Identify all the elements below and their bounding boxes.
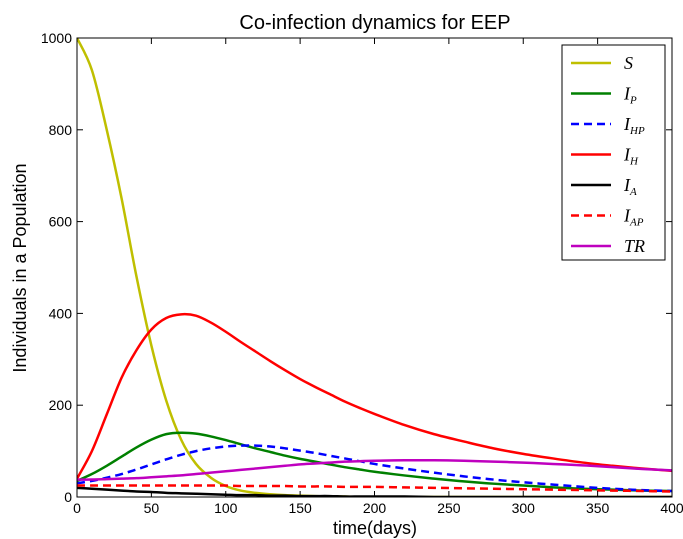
x-tick-label: 0: [73, 500, 81, 516]
x-axis-title: time(days): [333, 518, 417, 538]
x-tick-label: 350: [586, 500, 610, 516]
y-tick-label: 0: [64, 489, 72, 505]
y-tick-label: 600: [49, 214, 73, 230]
legend-box: [561, 44, 666, 261]
chart-title: Co-infection dynamics for EEP: [239, 12, 510, 34]
y-tick-label: 400: [49, 305, 73, 321]
x-tick-label: 400: [660, 500, 683, 516]
x-tick-label: 50: [144, 500, 160, 516]
x-tick-label: 200: [363, 500, 387, 516]
series-line-i-h: [77, 312, 672, 480]
x-tick-label: 100: [214, 500, 238, 516]
y-tick-label: 1000: [41, 30, 72, 46]
series-line-i-p: [77, 431, 672, 493]
y-tick-label: 200: [49, 397, 73, 413]
series-line-i-ap: [77, 484, 672, 493]
x-tick-label: 300: [512, 500, 536, 516]
legend-label: IHP: [623, 114, 645, 137]
series-line-tr: [77, 458, 672, 481]
series-line-i-hp: [77, 444, 672, 493]
x-tick-label: 250: [437, 500, 461, 516]
x-tick-label: 150: [288, 500, 312, 516]
legend-label: TR: [624, 236, 645, 256]
legend-label: IA: [623, 175, 637, 198]
axis-ticks: 0 50 100 150 200 250 300 350 400 0 200 400 600 800 100…: [41, 30, 683, 516]
legend-label: IAP: [623, 206, 644, 229]
legend-label: IP: [623, 84, 637, 107]
legend-label: S: [624, 53, 633, 73]
y-axis-title: Individuals in a Population: [10, 163, 30, 372]
legend: S IP IHP IH IA IAP TR: [561, 44, 666, 261]
legend-label: IH: [623, 145, 639, 168]
y-tick-label: 800: [49, 122, 73, 138]
